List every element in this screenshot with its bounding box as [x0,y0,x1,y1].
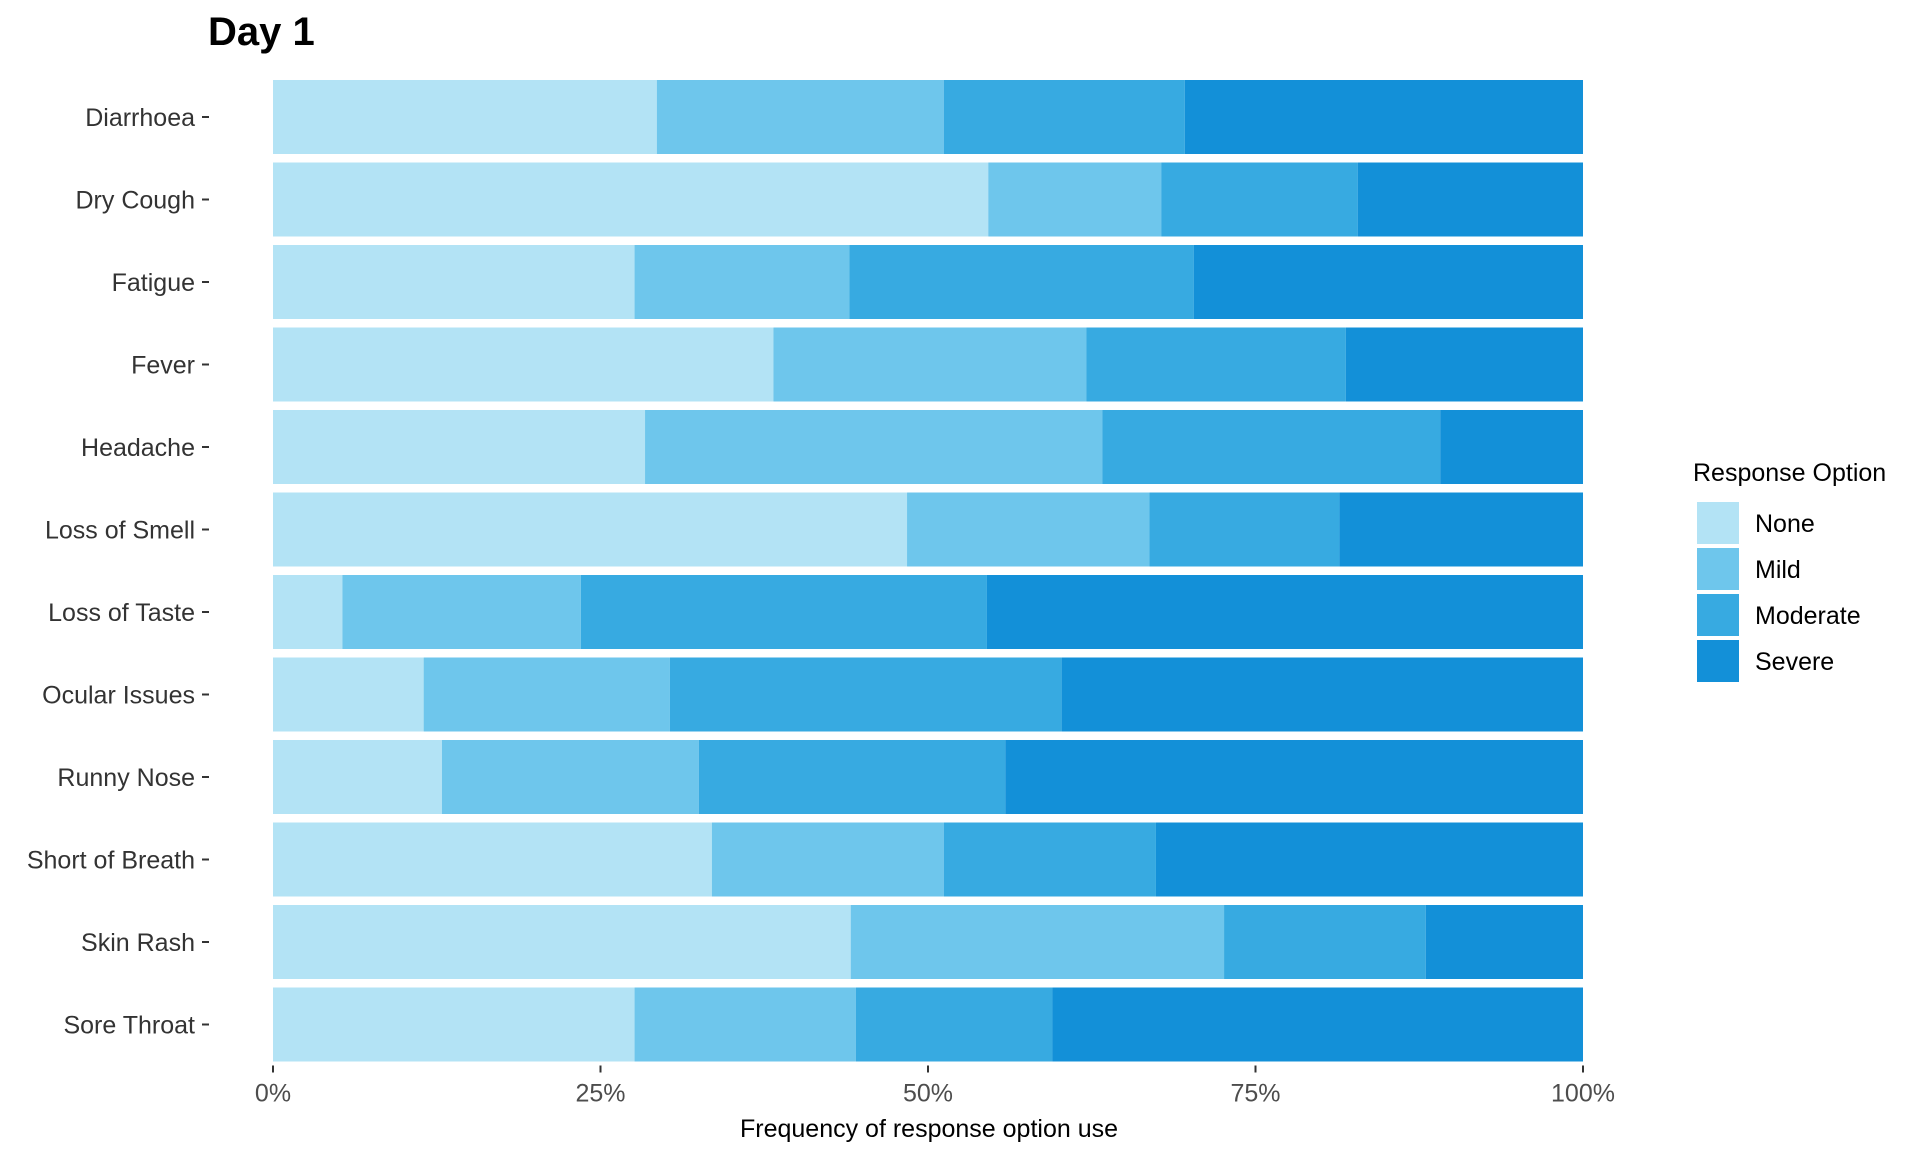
bar-loss-of-smell-severe [1339,492,1583,567]
legend-label-severe: Severe [1755,648,1834,676]
bar-loss-of-taste-none [273,575,343,649]
bar-runny-nose-severe [1005,740,1583,814]
bar-fever-moderate [1086,327,1346,402]
bar-dry-cough-mild [988,162,1162,237]
bar-skin-rash-moderate [1224,905,1426,979]
x-tick-label: 25% [575,1080,625,1108]
bar-loss-of-taste-severe [986,575,1583,649]
y-tick-label: Ocular Issues [42,682,195,710]
bar-dry-cough-none [273,162,989,237]
chart-title: Day 1 [208,10,315,54]
bar-loss-of-smell-moderate [1149,492,1340,567]
y-tick-label: Loss of Smell [45,517,195,545]
bar-short-of-breath-moderate [943,822,1156,897]
legend-label-none: None [1755,510,1815,538]
bar-runny-nose-mild [441,740,699,814]
legend: Response Option None Mild Moderate Severe [1693,459,1886,682]
x-tick-label: 75% [1230,1080,1280,1108]
bar-loss-of-taste-mild [342,575,581,649]
bar-skin-rash-severe [1425,905,1583,979]
bar-loss-of-smell-mild [907,492,1150,567]
legend-label-mild: Mild [1755,556,1801,584]
bar-diarrhoea-severe [1184,80,1583,154]
bar-ocular-issues-mild [423,657,670,732]
bar-runny-nose-moderate [698,740,1006,814]
x-tick-label: 100% [1551,1080,1615,1108]
bar-diarrhoea-mild [656,80,944,154]
y-tick-label: Sore Throat [63,1012,195,1040]
y-tick-label: Fatigue [112,269,195,297]
bar-runny-nose-none [273,740,442,814]
bar-fatigue-none [273,245,635,319]
bar-fever-severe [1345,327,1583,402]
bar-short-of-breath-mild [711,822,944,897]
bar-ocular-issues-none [273,657,424,732]
bar-diarrhoea-moderate [943,80,1185,154]
y-tick-label: Runny Nose [57,764,195,792]
bar-sore-throat-severe [1052,987,1583,1062]
bar-sore-throat-moderate [855,987,1053,1062]
bar-loss-of-smell-none [273,492,908,567]
bar-dry-cough-moderate [1161,162,1358,237]
bar-dry-cough-severe [1357,162,1583,237]
bar-diarrhoea-none [273,80,657,154]
bar-headache-severe [1440,410,1583,484]
legend-swatch-mild [1697,548,1739,590]
bar-sore-throat-none [273,987,635,1062]
x-tick-label: 50% [903,1080,953,1108]
bar-short-of-breath-none [273,822,712,897]
bar-ocular-issues-moderate [669,657,1062,732]
bar-loss-of-taste-moderate [580,575,987,649]
bar-fever-mild [773,327,1087,402]
x-axis: 0% 25% 50% 75% 100% [255,1065,1615,1108]
bar-skin-rash-mild [850,905,1225,979]
bar-short-of-breath-severe [1155,822,1583,897]
bar-fever-none [273,327,774,402]
legend-swatch-none [1697,502,1739,544]
bar-headache-moderate [1102,410,1441,484]
y-tick-label: Diarrhoea [85,104,195,132]
y-tick-label: Short of Breath [27,847,195,875]
bar-sore-throat-mild [634,987,856,1062]
legend-swatch-moderate [1697,594,1739,636]
y-tick-label: Skin Rash [81,929,195,957]
bars-group [273,80,1583,1062]
y-tick-label: Headache [81,434,195,462]
y-tick-label: Loss of Taste [48,599,195,627]
bar-headache-mild [645,410,1103,484]
y-axis: Diarrhoea Dry Cough Fatigue Fever Headache Lo… [27,104,209,1040]
legend-title: Response Option [1693,459,1886,487]
x-tick-label: 0% [255,1080,291,1108]
y-tick-label: Fever [131,352,195,380]
bar-headache-none [273,410,646,484]
y-tick-label: Dry Cough [76,187,196,215]
bar-fatigue-mild [634,245,850,319]
bar-ocular-issues-severe [1061,657,1583,732]
x-axis-label: Frequency of response option use [740,1115,1118,1143]
bar-skin-rash-none [273,905,851,979]
bar-fatigue-moderate [849,245,1194,319]
legend-swatch-severe [1697,640,1739,682]
legend-label-moderate: Moderate [1755,602,1861,630]
bar-fatigue-severe [1193,245,1583,319]
